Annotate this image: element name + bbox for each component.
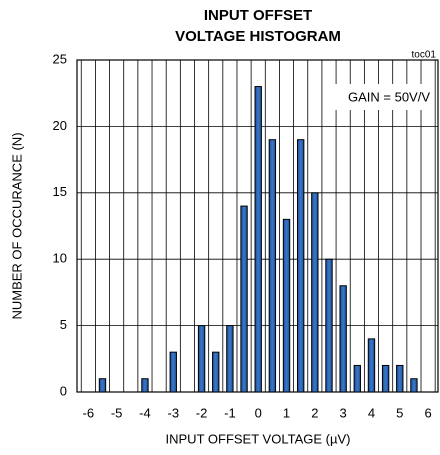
bar <box>141 378 149 393</box>
x-tick-label: -3 <box>167 405 179 420</box>
bar <box>254 86 262 393</box>
bar <box>381 364 390 393</box>
bar <box>197 325 206 393</box>
bar <box>353 364 361 393</box>
annotation-box <box>328 84 434 110</box>
bar <box>339 285 347 393</box>
bar <box>325 258 333 393</box>
x-axis-label: INPUT OFFSET VOLTAGE (µV) <box>166 431 351 446</box>
bar <box>396 364 404 393</box>
bar <box>240 205 248 393</box>
chart-title: INPUT OFFSET <box>204 7 312 24</box>
y-tick-label: 10 <box>53 251 67 266</box>
x-tick-label: -1 <box>224 405 236 420</box>
annotation: GAIN = 50V/V <box>348 89 430 104</box>
bar <box>311 192 319 393</box>
x-tick-label: 0 <box>255 405 262 420</box>
figure-id: toc01 <box>412 50 437 61</box>
y-axis-label: NUMBER OF OCCURANCE (N) <box>9 132 24 319</box>
bar <box>282 218 291 393</box>
bar <box>169 351 177 393</box>
x-tick-label: 5 <box>396 405 403 420</box>
x-tick-label: 4 <box>368 405 375 420</box>
bar <box>268 139 277 393</box>
y-tick-label: 20 <box>53 118 67 133</box>
chart-title: VOLTAGE HISTOGRAM <box>175 28 341 45</box>
bar <box>410 378 418 393</box>
x-tick-label: 6 <box>424 405 431 420</box>
x-tick-label: 1 <box>283 405 290 420</box>
bar <box>98 378 107 393</box>
y-tick-label: 15 <box>53 184 67 199</box>
x-tick-label: -5 <box>111 405 123 420</box>
bar <box>296 139 305 393</box>
y-tick-label: 5 <box>60 317 67 332</box>
x-tick-label: 2 <box>311 405 318 420</box>
y-tick-label: 0 <box>60 383 67 398</box>
bar <box>367 338 376 393</box>
y-tick-label: 25 <box>53 51 67 66</box>
x-tick-label: 3 <box>340 405 347 420</box>
bar <box>212 351 220 393</box>
x-tick-label: -6 <box>83 405 95 420</box>
x-tick-label: -4 <box>139 405 151 420</box>
bar <box>226 325 234 393</box>
x-tick-label: -2 <box>196 405 208 420</box>
